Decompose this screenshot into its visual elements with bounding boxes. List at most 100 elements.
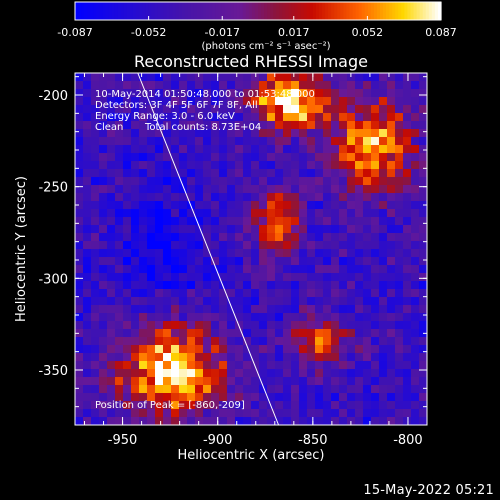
- heatmap-cell: [203, 137, 212, 146]
- heatmap-cell: [323, 201, 332, 210]
- heatmap-cell: [219, 161, 228, 170]
- heatmap-cell: [131, 89, 140, 98]
- heatmap-cell: [387, 185, 396, 194]
- heatmap-cell: [211, 321, 220, 330]
- colorbar-segment: [410, 2, 415, 20]
- heatmap-cell: [131, 169, 140, 178]
- heatmap-cell: [331, 97, 340, 106]
- colorbar-segment: [340, 2, 344, 20]
- heatmap-cell: [259, 337, 268, 346]
- heatmap-cell: [243, 129, 252, 138]
- heatmap-cell: [339, 113, 348, 122]
- heatmap-cell: [315, 321, 324, 330]
- heatmap-cell: [203, 73, 212, 82]
- heatmap-cell: [275, 265, 284, 274]
- heatmap-cell: [195, 353, 204, 362]
- heatmap-cell: [339, 73, 348, 82]
- heatmap-cell: [243, 89, 252, 98]
- heatmap-cell: [307, 185, 316, 194]
- heatmap-cell: [107, 353, 116, 362]
- heatmap-cell: [131, 217, 140, 226]
- heatmap-cell: [115, 257, 124, 266]
- heatmap-cell: [419, 185, 428, 194]
- heatmap-cell: [419, 209, 428, 218]
- colorbar-segment: [148, 2, 152, 20]
- heatmap-cell: [243, 73, 252, 82]
- heatmap-cell: [395, 225, 404, 234]
- heatmap-cell: [195, 105, 204, 114]
- heatmap-cell: [259, 329, 268, 338]
- heatmap-cell: [243, 233, 252, 242]
- heatmap-cell: [235, 393, 244, 402]
- heatmap-cell: [395, 337, 404, 346]
- heatmap-cell: [307, 297, 316, 306]
- heatmap-cell: [355, 121, 364, 130]
- heatmap-cell: [235, 153, 244, 162]
- heatmap-cell: [315, 129, 324, 138]
- heatmap-cell: [331, 305, 340, 314]
- heatmap-cell: [267, 241, 276, 250]
- heatmap-cell: [299, 137, 308, 146]
- heatmap-cell: [267, 81, 276, 90]
- heatmap-cell: [283, 89, 292, 98]
- heatmap-cell: [155, 113, 164, 122]
- y-axis-label: Heliocentric Y (arcsec): [14, 176, 29, 322]
- heatmap-cell: [411, 137, 420, 146]
- heatmap-cell: [379, 145, 388, 154]
- heatmap-cell: [139, 361, 148, 370]
- heatmap-cell: [267, 89, 276, 98]
- colorbar-segment: [315, 2, 320, 20]
- heatmap-cell: [299, 369, 308, 378]
- heatmap-cell: [283, 361, 292, 370]
- heatmap-cell: [75, 113, 84, 122]
- heatmap-cell: [179, 345, 188, 354]
- heatmap-cell: [403, 409, 412, 418]
- heatmap-cell: [267, 289, 276, 298]
- heatmap-cell: [355, 233, 364, 242]
- heatmap-cell: [379, 97, 388, 106]
- heatmap-cell: [347, 385, 356, 394]
- heatmap-cell: [291, 137, 300, 146]
- heatmap-cell: [339, 145, 348, 154]
- heatmap-cell: [275, 161, 284, 170]
- heatmap-cell: [107, 105, 116, 114]
- heatmap-cell: [315, 417, 324, 426]
- heatmap-cell: [403, 129, 412, 138]
- heatmap-cell: [395, 249, 404, 258]
- heatmap-cell: [227, 161, 236, 170]
- heatmap-cell: [307, 313, 316, 322]
- heatmap-cell: [83, 265, 92, 274]
- heatmap-cell: [211, 337, 220, 346]
- heatmap-cell: [83, 329, 92, 338]
- heatmap-cell: [123, 105, 132, 114]
- heatmap-cell: [331, 145, 340, 154]
- heatmap-cell: [355, 145, 364, 154]
- heatmap-cell: [211, 97, 220, 106]
- heatmap-cell: [291, 193, 300, 202]
- heatmap-cell: [363, 153, 372, 162]
- heatmap-cell: [411, 289, 420, 298]
- heatmap-cell: [299, 177, 308, 186]
- heatmap-cell: [379, 241, 388, 250]
- heatmap-cell: [395, 73, 404, 82]
- heatmap-cell: [99, 329, 108, 338]
- heatmap-cell: [315, 177, 324, 186]
- heatmap-cell: [75, 305, 84, 314]
- heatmap-cell: [195, 81, 204, 90]
- heatmap-cell: [307, 377, 316, 386]
- heatmap-cell: [339, 249, 348, 258]
- heatmap-cell: [163, 417, 172, 426]
- heatmap-cell: [387, 305, 396, 314]
- heatmap-cell: [83, 353, 92, 362]
- heatmap-cell: [307, 393, 316, 402]
- heatmap-cell: [131, 129, 140, 138]
- heatmap-cell: [291, 113, 300, 122]
- heatmap-cell: [267, 305, 276, 314]
- heatmap-cell: [363, 265, 372, 274]
- heatmap-cell: [171, 393, 180, 402]
- heatmap-cell: [251, 417, 260, 426]
- heatmap-cell: [243, 177, 252, 186]
- heatmap-cell: [315, 393, 324, 402]
- heatmap-cell: [179, 121, 188, 130]
- heatmap-cell: [379, 297, 388, 306]
